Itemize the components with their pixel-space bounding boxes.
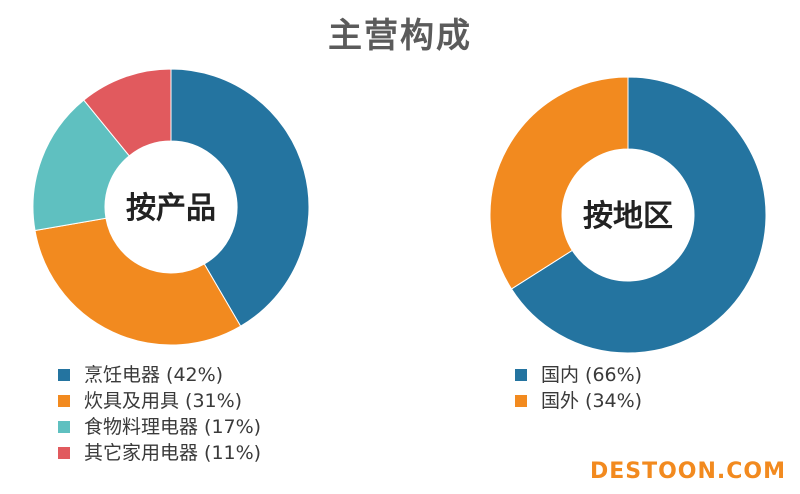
legend-swatch — [58, 395, 70, 407]
donut-center-label: 按产品 — [126, 191, 216, 226]
donut-slice — [83, 68, 172, 157]
donut-slice — [489, 76, 629, 290]
region-donut: 按地区 — [489, 76, 767, 354]
donut-center-label: 按地区 — [583, 199, 673, 234]
legend-item: 烹饪电器 (42%) — [58, 362, 261, 388]
legend-label: 国内 (66%) — [541, 364, 643, 386]
legend-swatch — [515, 395, 527, 407]
legend-item: 国外 (34%) — [515, 388, 642, 414]
legend-label: 其它家用电器 (11%) — [84, 442, 262, 464]
legend-label: 炊具及用具 (31%) — [84, 390, 243, 412]
legend-item: 炊具及用具 (31%) — [58, 388, 261, 414]
legend-swatch — [515, 369, 527, 381]
watermark-logo: DESTOON.COM — [589, 459, 786, 484]
product-legend: 烹饪电器 (42%) 炊具及用具 (31%) 食物料理电器 (17%) 其它家用电器 … — [58, 362, 261, 466]
region-legend: 国内 (66%) 国外 (34%) — [515, 362, 642, 414]
legend-swatch — [58, 421, 70, 433]
donut-slice — [170, 68, 310, 327]
legend-label: 食物料理电器 (17%) — [84, 416, 262, 438]
legend-swatch — [58, 447, 70, 459]
product-donut: 按产品 — [32, 68, 310, 346]
donut-slice — [510, 76, 767, 354]
legend-swatch — [58, 369, 70, 381]
legend-item: 其它家用电器 (11%) — [58, 440, 261, 466]
legend-item: 食物料理电器 (17%) — [58, 414, 261, 440]
legend-item: 国内 (66%) — [515, 362, 642, 388]
chart-title: 主营构成 — [328, 16, 472, 56]
donut-slice — [34, 217, 242, 346]
legend-label: 烹饪电器 (42%) — [84, 364, 224, 386]
legend-label: 国外 (34%) — [541, 390, 643, 412]
